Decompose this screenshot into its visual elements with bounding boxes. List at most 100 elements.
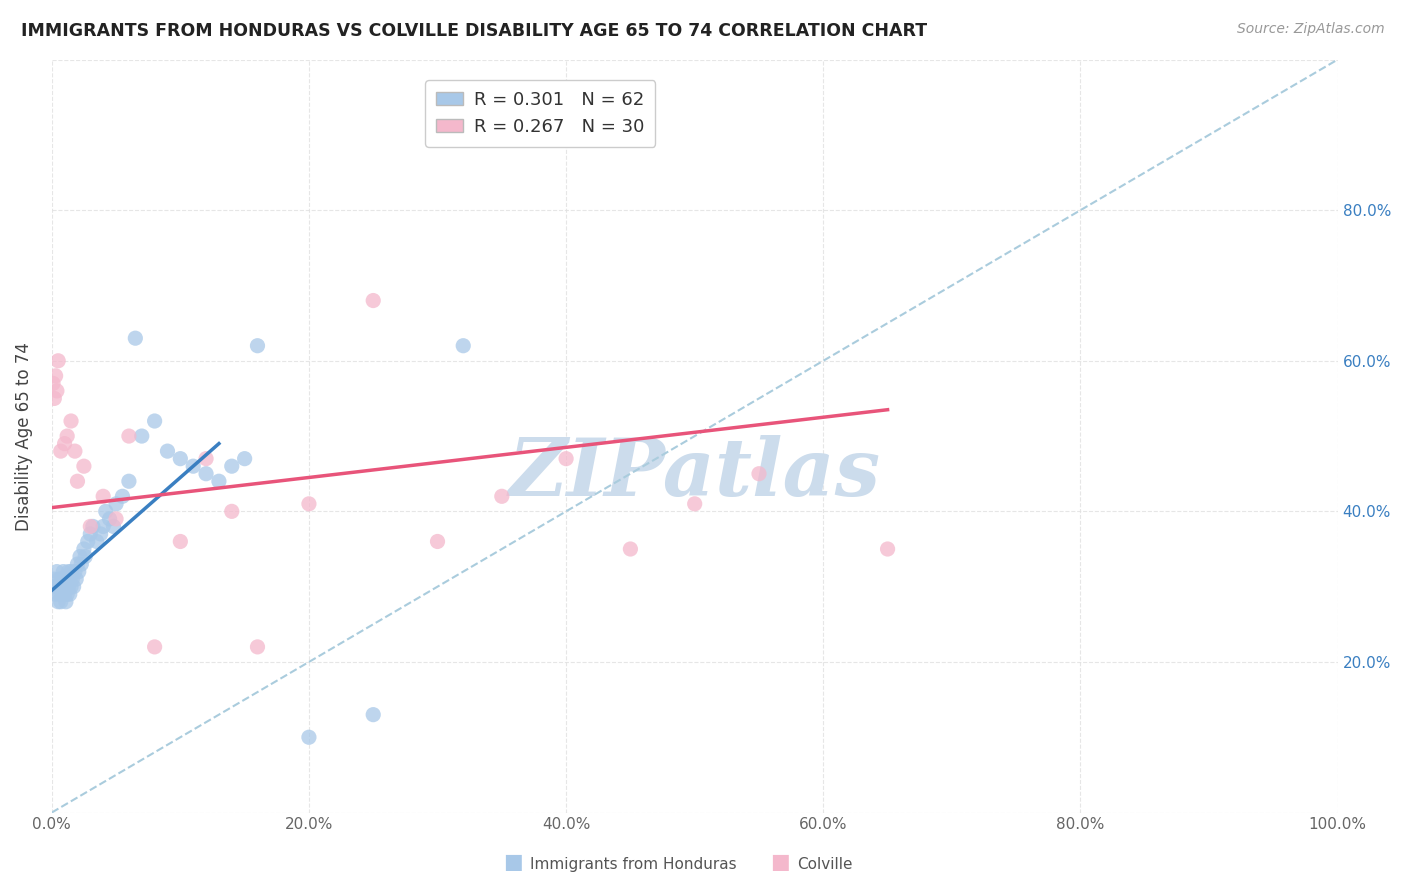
Point [79,519,101,533]
Point [53,572,76,586]
Text: ■: ■ [503,853,523,872]
Point [361,293,384,308]
Y-axis label: Disability Age 65 to 74: Disability Age 65 to 74 [15,342,32,531]
Point [124,331,146,345]
Point [246,640,269,654]
Point [105,497,128,511]
Point [53,587,76,601]
Point [45,565,67,579]
Point [45,384,67,398]
Point [111,489,134,503]
Point [683,497,706,511]
Point [62,580,84,594]
Text: Colville: Colville [797,857,852,872]
Point [60,572,83,586]
Point [361,707,384,722]
Text: ZIPatlas: ZIPatlas [509,435,880,513]
Point [195,467,218,481]
Point [426,534,449,549]
Point [66,557,89,571]
Point [70,557,93,571]
Point [63,444,86,458]
Point [46,595,69,609]
Point [195,451,218,466]
Point [53,436,76,450]
Point [46,353,69,368]
Point [48,572,70,586]
Point [56,429,79,443]
Point [86,534,108,549]
Point [59,587,82,601]
Point [46,580,69,594]
Point [42,376,65,391]
Text: Source: ZipAtlas.com: Source: ZipAtlas.com [1237,22,1385,37]
Point [143,640,166,654]
Point [748,467,770,481]
Point [156,444,179,458]
Point [55,595,77,609]
Point [49,595,72,609]
Point [208,475,231,489]
Point [246,339,269,353]
Point [103,519,125,533]
Point [60,565,83,579]
Point [94,504,117,518]
Text: ■: ■ [770,853,790,872]
Point [143,414,166,428]
Point [48,587,70,601]
Point [51,572,73,586]
Point [58,580,80,594]
Point [298,731,321,745]
Point [181,459,204,474]
Point [45,587,67,601]
Point [79,527,101,541]
Point [60,580,83,594]
Point [98,512,121,526]
Point [44,392,66,406]
Point [58,565,80,579]
Point [91,489,114,503]
Point [56,572,79,586]
Point [42,580,65,594]
Point [65,572,87,586]
Point [91,519,114,533]
Point [49,580,72,594]
Point [233,451,256,466]
Point [51,587,73,601]
Point [49,444,72,458]
Point [169,451,191,466]
Point [169,534,191,549]
Point [75,549,97,564]
Point [60,414,83,428]
Point [44,572,66,586]
Text: IMMIGRANTS FROM HONDURAS VS COLVILLE DISABILITY AGE 65 TO 74 CORRELATION CHART: IMMIGRANTS FROM HONDURAS VS COLVILLE DIS… [21,22,927,40]
Point [76,534,98,549]
Point [52,580,75,594]
Point [118,429,141,443]
Point [73,459,96,474]
Point [221,459,243,474]
Point [90,527,112,541]
Point [491,489,513,503]
Point [56,587,79,601]
Point [82,519,104,533]
Point [66,475,89,489]
Point [118,475,141,489]
Point [67,565,90,579]
Point [131,429,153,443]
Point [298,497,321,511]
Point [69,549,91,564]
Point [45,368,67,383]
Point [555,451,578,466]
Point [52,565,75,579]
Legend: R = 0.301   N = 62, R = 0.267   N = 30: R = 0.301 N = 62, R = 0.267 N = 30 [426,80,655,146]
Point [105,512,128,526]
Point [63,565,86,579]
Point [876,541,898,556]
Point [55,580,77,594]
Point [59,572,82,586]
Point [73,541,96,556]
Text: Immigrants from Honduras: Immigrants from Honduras [530,857,737,872]
Point [451,339,474,353]
Point [221,504,243,518]
